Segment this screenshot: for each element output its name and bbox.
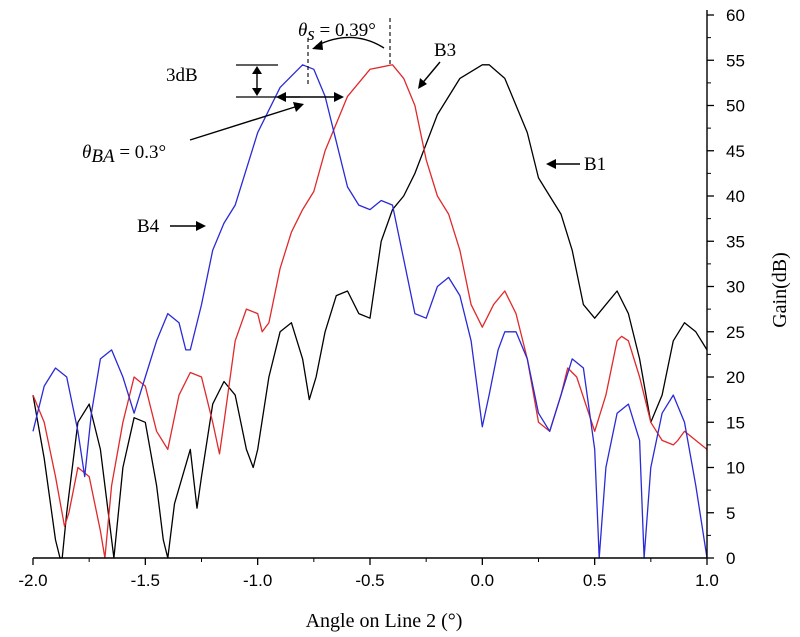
y-tick-label: 35 — [726, 232, 745, 251]
y-tick-label: 45 — [726, 142, 745, 161]
y-tick-label: 25 — [726, 323, 745, 342]
x-axis-label: Angle on Line 2 (°) — [306, 610, 463, 632]
tick-labels: -2.0 -1.5 -1.0 -0.5 0.0 0.5 1.0 0 5 10 15 20 25 30 35 4… — [18, 6, 745, 590]
series-line-b4 — [32, 64, 708, 559]
axes-layer — [32, 10, 714, 565]
series-line-b1 — [32, 64, 708, 559]
three-db-arrowhead-down — [252, 88, 262, 96]
b1-arrowhead — [546, 159, 556, 169]
x-tick-label: -0.5 — [355, 571, 384, 590]
series-layer — [32, 64, 708, 559]
x-tick-label: -2.0 — [18, 571, 47, 590]
y-tick-label: 10 — [726, 459, 745, 478]
y-tick-label: 5 — [726, 504, 735, 523]
theta-ba-arrowhead — [293, 102, 304, 112]
y-tick-label: 40 — [726, 187, 745, 206]
b4-label: B4 — [137, 216, 160, 237]
x-tick-label: 0.5 — [583, 571, 607, 590]
y-tick-label: 15 — [726, 413, 745, 432]
theta-s-label: θs = 0.39° — [298, 20, 376, 45]
y-tick-label: 30 — [726, 278, 745, 297]
three-db-arrowhead-up — [252, 66, 262, 74]
beamwidth-arrowhead-left — [276, 92, 286, 102]
series-line-b3 — [32, 64, 708, 559]
b3-arrowhead — [418, 78, 427, 89]
y-tick-label: 0 — [726, 549, 735, 568]
y-tick-label: 55 — [726, 51, 745, 70]
x-tick-label: -1.0 — [243, 571, 272, 590]
beamwidth-arrowhead-right — [334, 92, 344, 102]
y-axis-label: Gain(dB) — [769, 252, 791, 328]
b1-label: B1 — [584, 154, 606, 175]
three-db-label: 3dB — [166, 65, 198, 86]
theta-s-arrowhead — [312, 40, 323, 50]
annotations: B1 B3 B4 3dB θBA = 0.3° θs = 0.39° — [82, 18, 606, 237]
x-tick-label: 0.0 — [471, 571, 495, 590]
x-tick-label: 1.0 — [695, 571, 719, 590]
b4-arrowhead — [196, 221, 206, 231]
y-tick-label: 50 — [726, 97, 745, 116]
b3-label: B3 — [434, 40, 456, 61]
x-tick-label: -1.5 — [131, 571, 160, 590]
theta-ba-label: θBA = 0.3° — [82, 142, 166, 167]
theta-ba-pointer — [189, 105, 299, 141]
y-tick-label: 20 — [726, 368, 745, 387]
theta-s-curve — [315, 36, 385, 49]
y-tick-label: 60 — [726, 6, 745, 25]
